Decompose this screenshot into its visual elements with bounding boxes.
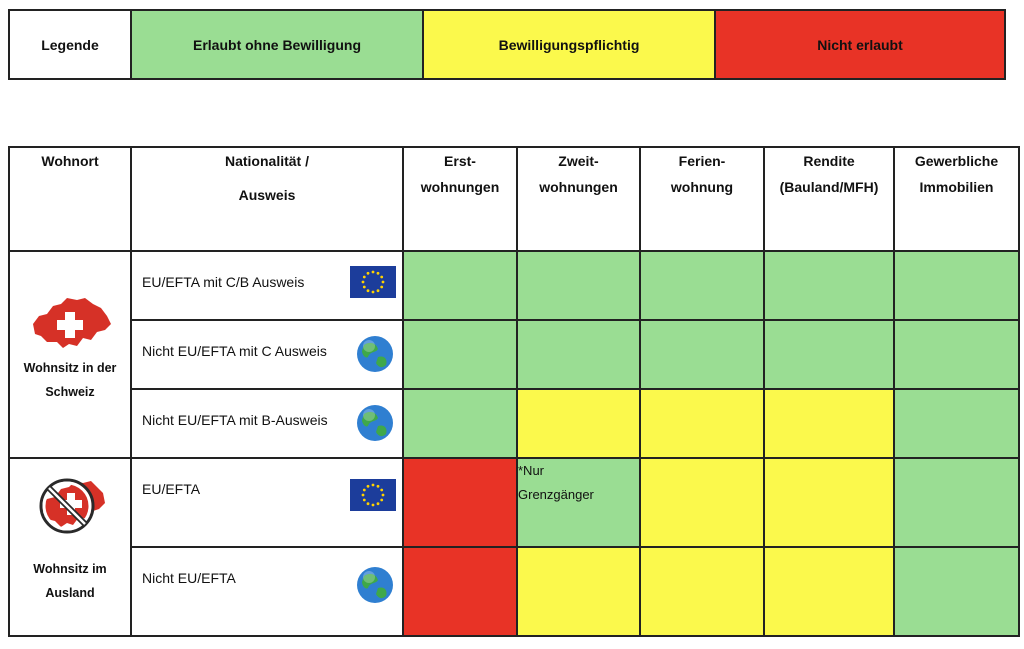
status-cell-note: *Nur Grenzgänger bbox=[516, 457, 641, 548]
group-abroad: Wohnsitz im Ausland bbox=[8, 457, 132, 637]
table-row: Nicht EU/EFTA mit B-Ausweis bbox=[9, 388, 1020, 459]
status-cell bbox=[402, 457, 518, 548]
status-cell bbox=[516, 546, 641, 637]
legend-not-allowed: Nicht erlaubt bbox=[716, 11, 1004, 78]
nationality-cell: Nicht EU/EFTA mit C Ausweis bbox=[130, 319, 404, 390]
no-switzerland-icon bbox=[39, 478, 105, 534]
status-cell bbox=[639, 457, 765, 548]
status-cell bbox=[893, 546, 1020, 637]
status-cell bbox=[516, 250, 641, 321]
status-cell bbox=[893, 388, 1020, 459]
header-ferienwohnung: Ferien-wohnung bbox=[639, 146, 765, 252]
legend-permit: Bewilligungspflichtig bbox=[424, 11, 716, 78]
globe-icon bbox=[357, 567, 393, 603]
status-cell bbox=[763, 388, 895, 459]
legend-bar: Legende Erlaubt ohne Bewilligung Bewilli… bbox=[8, 9, 1006, 80]
status-cell bbox=[639, 388, 765, 459]
table-row: Nicht EU/EFTA mit C Ausweis bbox=[9, 319, 1020, 390]
nationality-cell: Nicht EU/EFTA mit B-Ausweis bbox=[130, 388, 404, 459]
globe-icon bbox=[357, 405, 393, 441]
group-swiss-label: Wohnsitz in der Schweiz bbox=[23, 361, 117, 399]
status-cell bbox=[763, 319, 895, 390]
status-cell bbox=[639, 250, 765, 321]
legend-title: Legende bbox=[10, 11, 132, 78]
status-cell bbox=[516, 388, 641, 459]
group-swiss: Wohnsitz in der Schweiz bbox=[8, 250, 132, 459]
group-abroad-label: Wohnsitz im Ausland bbox=[33, 562, 107, 600]
status-cell bbox=[402, 546, 518, 637]
status-cell bbox=[402, 250, 518, 321]
status-cell bbox=[763, 546, 895, 637]
table-row: Nicht EU/EFTA bbox=[9, 546, 1020, 637]
eu-flag-icon bbox=[350, 266, 396, 298]
table-row: Wohnsitz in der Schweiz EU/EFTA mit C/B … bbox=[8, 250, 1020, 459]
nationality-cell: EU/EFTA mit C/B Ausweis bbox=[130, 250, 404, 321]
status-cell bbox=[763, 457, 895, 548]
header-row: Wohnort Nationalität / Ausweis Erst-wohnu… bbox=[8, 146, 1020, 252]
legend-allowed: Erlaubt ohne Bewilligung bbox=[132, 11, 424, 78]
status-cell bbox=[402, 388, 518, 459]
table-row: Wohnsitz im Ausland EU/EFTA *Nur Grenzgä… bbox=[8, 457, 1020, 637]
status-cell bbox=[893, 319, 1020, 390]
status-cell bbox=[639, 319, 765, 390]
globe-icon bbox=[357, 336, 393, 372]
eu-flag-icon bbox=[350, 479, 396, 511]
header-rendite: Rendite (Bauland/MFH) bbox=[763, 146, 895, 252]
switzerland-map-icon bbox=[33, 298, 111, 348]
header-nationality: Nationalität / Ausweis bbox=[130, 146, 404, 252]
header-gewerbe: Gewerbliche Immobilien bbox=[893, 146, 1020, 252]
header-wohnort: Wohnort bbox=[8, 146, 132, 252]
header-erstwohnungen: Erst-wohnungen bbox=[402, 146, 518, 252]
status-cell bbox=[893, 250, 1020, 321]
status-cell bbox=[893, 457, 1020, 548]
header-zweitwohnungen: Zweit-wohnungen bbox=[516, 146, 641, 252]
status-cell bbox=[402, 319, 518, 390]
nationality-cell: EU/EFTA bbox=[130, 457, 404, 548]
status-cell bbox=[639, 546, 765, 637]
status-cell bbox=[763, 250, 895, 321]
permission-matrix: Wohnort Nationalität / Ausweis Erst-wohnu… bbox=[8, 146, 1020, 637]
status-cell bbox=[516, 319, 641, 390]
nationality-cell: Nicht EU/EFTA bbox=[130, 546, 404, 637]
